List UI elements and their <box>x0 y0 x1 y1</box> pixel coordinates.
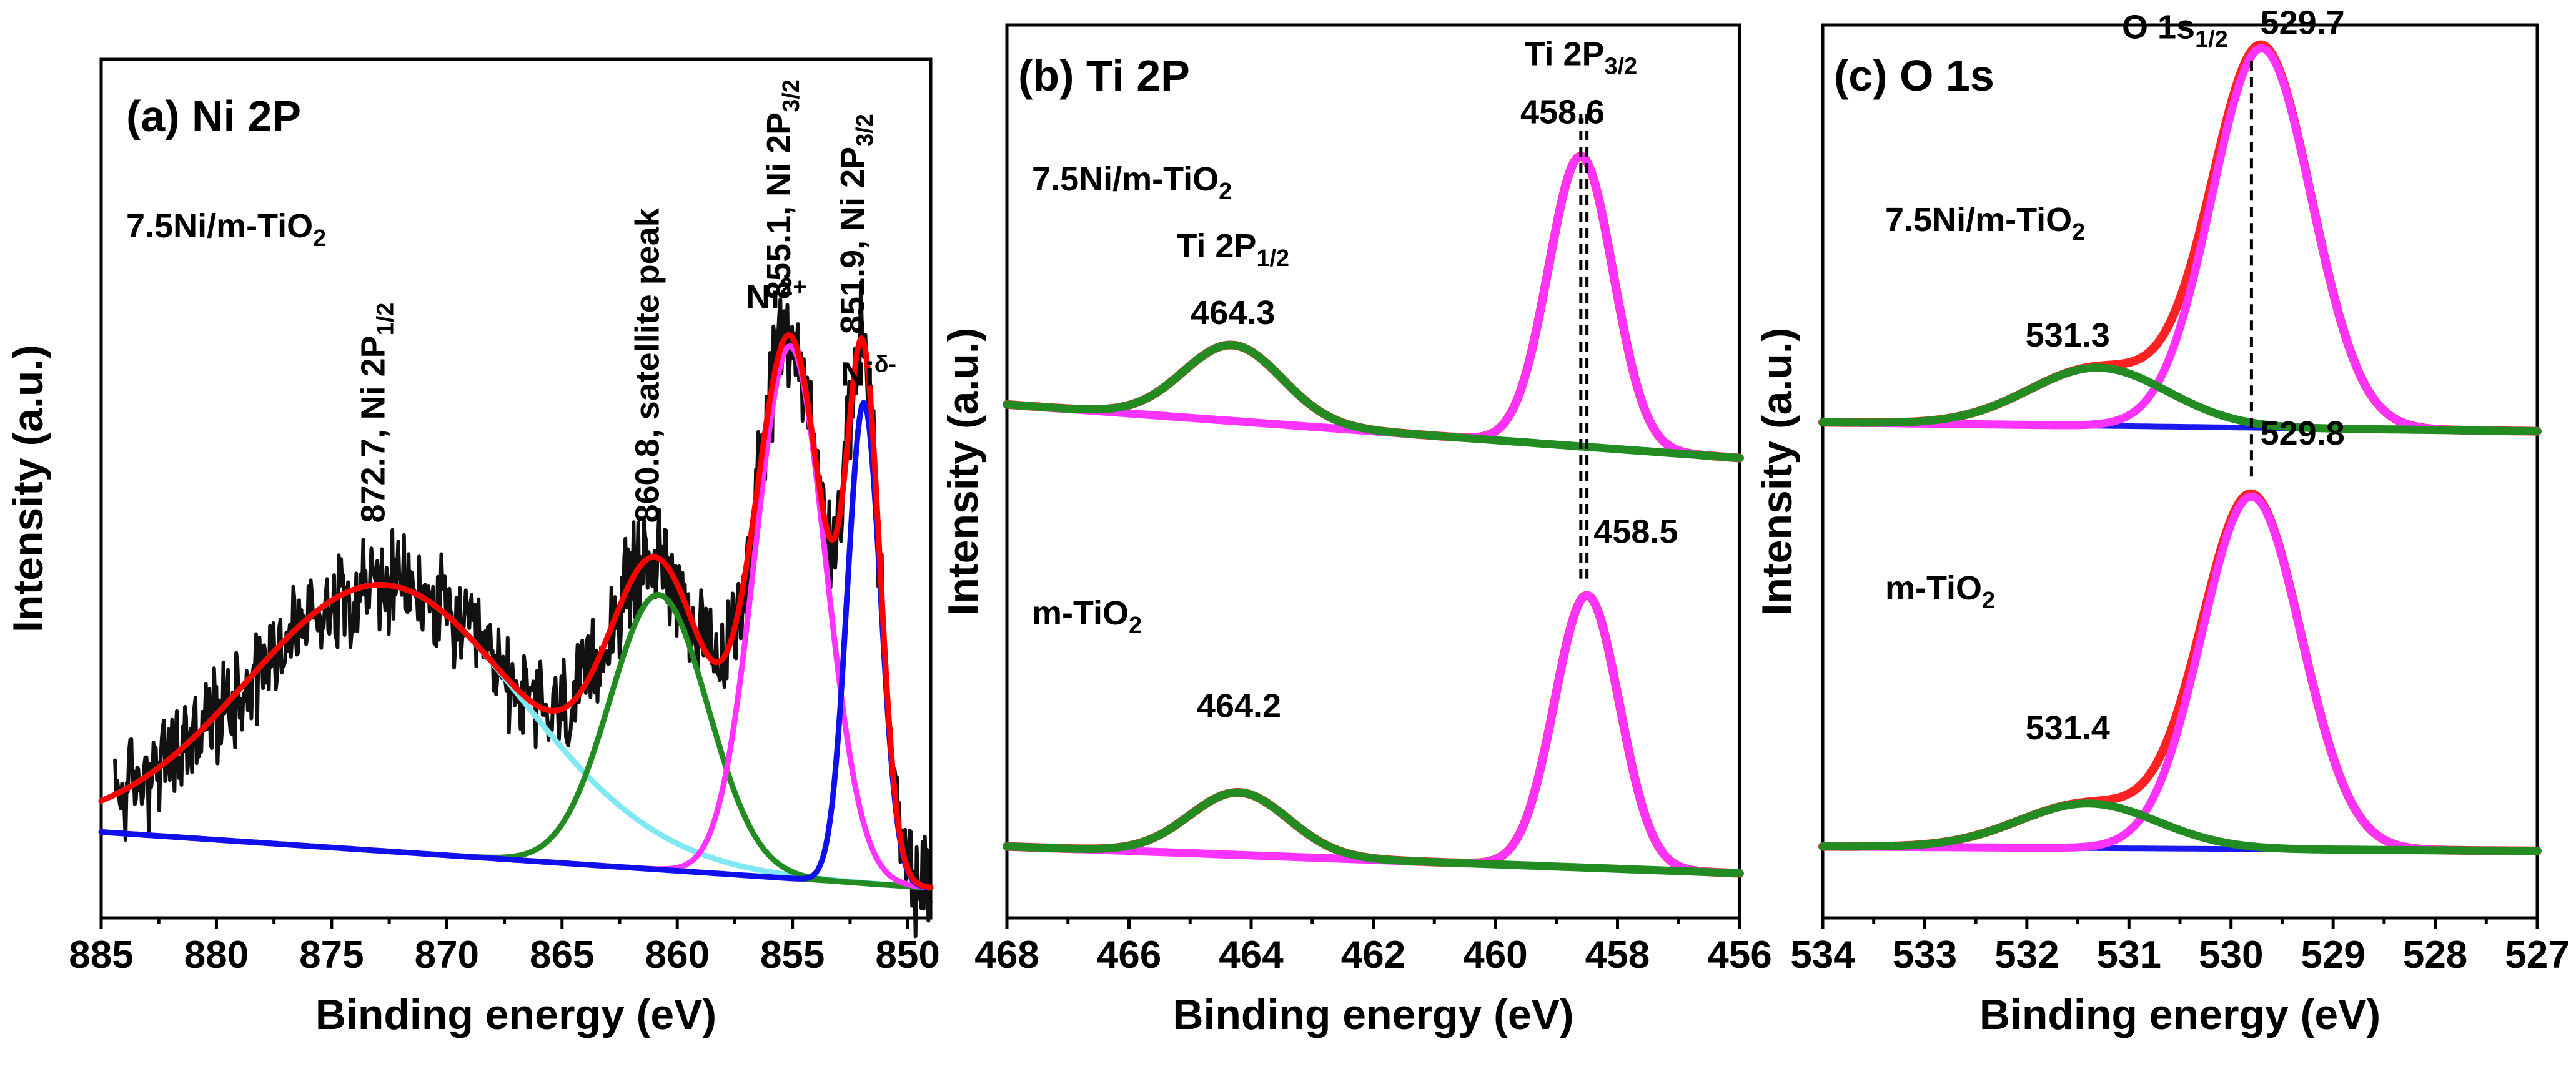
peak-annotation: 851.9, Ni 2P3/2 <box>834 114 878 334</box>
x-tick-label: 865 <box>530 934 594 977</box>
fit-peak-2 <box>98 592 934 891</box>
panel-title: (a) Ni 2P <box>126 92 301 140</box>
x-tick-label: 527 <box>2505 934 2569 977</box>
panel-c-o-1s: 534 533 532 531 530 529 528 527 Binding energy (… <box>1753 4 2570 1038</box>
raw-spectrum <box>1821 492 2539 854</box>
fit-peak-2 <box>1003 341 1744 462</box>
x-tick-label: 855 <box>760 934 825 977</box>
y-axis-title: Intensity (a.u.) <box>4 345 52 633</box>
x-tick-label: 875 <box>299 934 364 977</box>
fit-peak-4 <box>98 400 934 891</box>
plot-frame <box>99 57 933 920</box>
peak-label: Ti 2P3/2 <box>1525 35 1638 79</box>
sample-label: m-TiO2 <box>1032 594 1142 639</box>
fit-peak-3 <box>98 343 934 891</box>
peak-label: 529.7 <box>2261 4 2345 41</box>
peak-label: 464.3 <box>1191 294 1275 332</box>
panel-a-ni-2p: 885 880 875 870 865 860 855 850 Binding energy (… <box>4 57 940 1038</box>
peak-label: 464.2 <box>1197 687 1281 724</box>
x-tick-label: 458 <box>1585 934 1650 977</box>
y-axis-title: Intensity (a.u.) <box>1753 328 1801 616</box>
x-tick-label: 468 <box>974 934 1039 977</box>
x-tick-label: 462 <box>1341 934 1405 977</box>
x-tick-label: 880 <box>184 934 249 977</box>
fit-peak-1 <box>1818 44 2542 436</box>
peak-label: 531.3 <box>2026 317 2110 354</box>
x-tick-label: 870 <box>415 934 479 977</box>
x-tick-label: 466 <box>1097 934 1161 977</box>
x-tick-label: 860 <box>645 934 709 977</box>
panel-title: (c) O 1s <box>1834 51 1994 100</box>
peak-label: Ti 2P1/2 <box>1176 227 1289 272</box>
fit-peak-2 <box>1818 363 2542 436</box>
x-tick-label: 530 <box>2199 934 2263 977</box>
fit-peak-1 <box>1818 492 2542 855</box>
species-label: Ni2+ <box>746 274 806 316</box>
x-axis-title: Binding energy (eV) <box>1172 991 1573 1038</box>
x-axis-title: Binding energy (eV) <box>315 991 716 1038</box>
plot-frame <box>1005 23 1741 920</box>
fit-peak-1 <box>1003 152 1744 462</box>
sample-label: 7.5Ni/m-TiO2 <box>1885 201 2085 245</box>
x-tick-label: 456 <box>1707 934 1771 977</box>
peak-annotation: 872.7, Ni 2P1/2 <box>355 303 399 523</box>
species-label: Niδ- <box>841 352 897 393</box>
x-axis-title: Binding energy (eV) <box>1979 991 2380 1038</box>
x-tick-label: 464 <box>1219 934 1284 977</box>
panel-title: (b) Ti 2P <box>1018 51 1190 100</box>
x-tick-label: 534 <box>1790 934 1855 977</box>
x-tick-label: 460 <box>1463 934 1527 977</box>
peak-label: 531.4 <box>2026 709 2110 747</box>
x-tick-label: 531 <box>2097 934 2161 977</box>
fit-envelope <box>98 332 934 890</box>
peak-label: 529.8 <box>2261 415 2345 452</box>
envelope-fit <box>1003 591 1744 878</box>
x-tick-label: 532 <box>1994 934 2059 977</box>
y-axis-title: Intensity (a.u.) <box>939 328 987 616</box>
x-tick-label: 885 <box>69 934 133 977</box>
x-tick-label: 529 <box>2301 934 2365 977</box>
fit-peak-2 <box>1818 799 2542 855</box>
raw-spectrum <box>113 280 933 939</box>
peak-label: 458.5 <box>1593 513 1678 550</box>
x-tick-label: 528 <box>2403 934 2467 977</box>
x-tick-label: 533 <box>1893 934 1957 977</box>
x-tick-label: 850 <box>875 934 939 977</box>
panel-b-ti-2p: 468 466 464 462 460 458 456 Binding energy (eV)… <box>939 23 1772 1038</box>
sample-label: 7.5Ni/m-TiO2 <box>1032 160 1232 205</box>
peak-label: 458.6 <box>1520 93 1605 131</box>
o1s-label: O 1s1/2 <box>2122 8 2228 52</box>
peak-annotation: 855.1, Ni 2P3/2 <box>760 79 805 300</box>
sample-label: m-TiO2 <box>1885 569 1995 614</box>
fit-peak-2 <box>1003 788 1744 877</box>
envelope-fit <box>1818 489 2542 855</box>
plot-frame <box>1821 23 2539 920</box>
sample-label: 7.5Ni/m-TiO2 <box>126 207 326 252</box>
peak-annotation: 860.8, satellite peak <box>629 207 666 523</box>
